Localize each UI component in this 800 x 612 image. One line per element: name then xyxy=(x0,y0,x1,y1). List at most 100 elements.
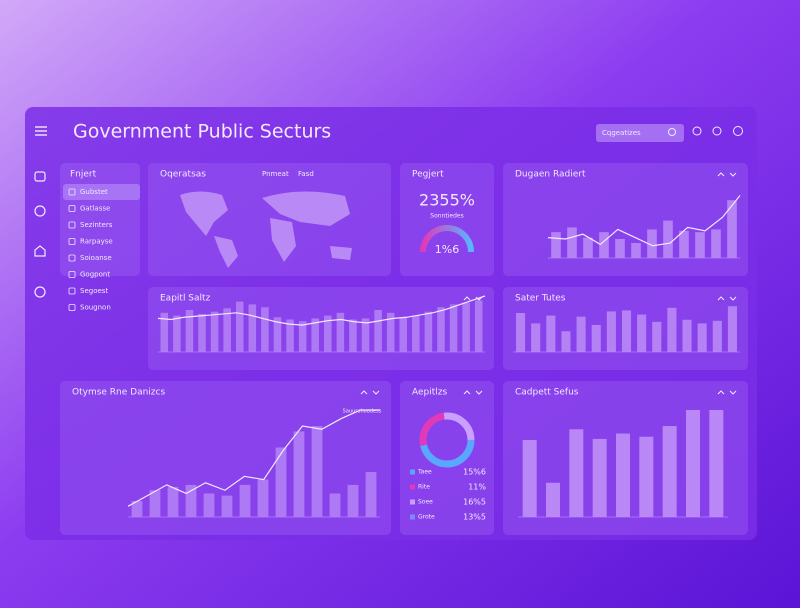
continent xyxy=(262,191,350,226)
bar xyxy=(273,317,282,352)
bar xyxy=(667,307,677,352)
bar xyxy=(522,439,537,517)
bar xyxy=(311,426,323,517)
nav-icon[interactable] xyxy=(68,221,76,229)
chevron-up[interactable] xyxy=(717,296,725,301)
side-icon[interactable] xyxy=(34,171,46,182)
bar xyxy=(239,484,251,517)
continent xyxy=(214,236,238,268)
chevron-down[interactable] xyxy=(729,172,737,177)
tab[interactable]: Pnmeat xyxy=(262,170,289,178)
bar xyxy=(365,472,377,517)
bar xyxy=(546,482,560,517)
panel-title: Cadpett Sefus xyxy=(515,388,579,398)
shield-icon[interactable] xyxy=(692,126,702,136)
bar xyxy=(621,310,632,352)
bar xyxy=(663,220,673,258)
chevron-up[interactable] xyxy=(360,390,368,395)
panel-title: Aepitlzs xyxy=(412,388,448,398)
panel-title: Sater Tutes xyxy=(515,294,566,304)
panel xyxy=(503,163,748,276)
nav-item[interactable]: Rarpayse xyxy=(80,238,113,246)
bar xyxy=(567,227,577,258)
bar xyxy=(173,315,181,352)
chevron-down[interactable] xyxy=(729,296,737,301)
bar xyxy=(647,229,657,258)
kpi-value: 2355% xyxy=(419,191,475,210)
bar xyxy=(424,311,433,352)
chevron-down[interactable] xyxy=(729,390,737,395)
nav-icon[interactable] xyxy=(68,271,76,278)
nav-icon[interactable] xyxy=(68,238,76,245)
nav-item[interactable]: Soioanse xyxy=(80,254,112,262)
settings-icon[interactable] xyxy=(733,126,743,136)
donut xyxy=(419,412,475,468)
bar xyxy=(462,302,470,352)
chevron-up[interactable] xyxy=(463,296,471,301)
continent xyxy=(330,246,352,260)
menu-icon[interactable] xyxy=(35,126,47,136)
bar xyxy=(546,315,556,352)
nav-item[interactable]: Sougnon xyxy=(80,304,111,312)
side-icon[interactable] xyxy=(34,205,46,217)
nav-icon[interactable] xyxy=(68,287,76,295)
nav-icon[interactable] xyxy=(68,205,76,212)
trend-line xyxy=(157,295,486,326)
bar xyxy=(583,237,593,258)
bar xyxy=(286,319,294,352)
search-box[interactable] xyxy=(596,124,684,142)
bar xyxy=(727,306,737,352)
bar xyxy=(592,438,607,517)
bar xyxy=(221,495,233,517)
tool-icon[interactable] xyxy=(712,126,722,136)
bar xyxy=(437,307,445,352)
nav-item[interactable]: Sezinters xyxy=(80,221,113,229)
chevron-up[interactable] xyxy=(463,390,471,395)
bar xyxy=(298,321,307,352)
bar xyxy=(615,238,625,258)
tab[interactable]: Fasd xyxy=(298,170,314,178)
legend-name: Soee xyxy=(418,499,433,506)
panel-title: Oqeratsas xyxy=(160,170,206,180)
panel-title: Dugaen Radiert xyxy=(515,170,586,180)
bar xyxy=(361,318,370,352)
side-icon[interactable] xyxy=(34,245,46,257)
nav-item[interactable]: Gatlasse xyxy=(80,205,110,213)
chevron-down[interactable] xyxy=(372,390,380,395)
bar xyxy=(516,313,526,352)
nav-item[interactable]: Segoest xyxy=(80,287,108,295)
bar xyxy=(639,436,654,517)
legend-name: Grote xyxy=(418,514,435,521)
bar xyxy=(412,315,420,352)
bar xyxy=(210,311,219,352)
chevron-down[interactable] xyxy=(475,390,483,395)
nav-item[interactable]: Gogpont xyxy=(80,271,110,279)
panel-title: Otymse Rne Danizcs xyxy=(72,388,165,398)
chevron-up[interactable] xyxy=(717,172,725,177)
bar xyxy=(131,500,143,517)
panel xyxy=(148,163,391,276)
panel xyxy=(400,381,494,535)
chevron-up[interactable] xyxy=(717,390,725,395)
map xyxy=(180,191,352,268)
bar xyxy=(198,313,206,352)
donut-segment xyxy=(419,412,475,468)
nav-icon[interactable] xyxy=(68,304,76,311)
bar xyxy=(185,484,197,517)
nav-item[interactable]: Gubstet xyxy=(80,188,108,196)
bar xyxy=(697,323,707,352)
bar xyxy=(374,310,382,352)
legend-swatch xyxy=(410,469,415,475)
continent xyxy=(180,191,228,236)
legend-swatch xyxy=(410,514,415,520)
nav-icon[interactable] xyxy=(68,188,76,196)
gauge-label: 1%6 xyxy=(435,243,459,256)
bar xyxy=(695,232,705,258)
side-icon[interactable] xyxy=(34,286,46,298)
search-placeholder: Cqgeatizes xyxy=(602,129,641,137)
app-title: Government Public Secturs xyxy=(73,121,331,143)
legend-value: 13%5 xyxy=(463,513,486,522)
nav-icon[interactable] xyxy=(68,254,76,262)
bar xyxy=(561,331,571,352)
